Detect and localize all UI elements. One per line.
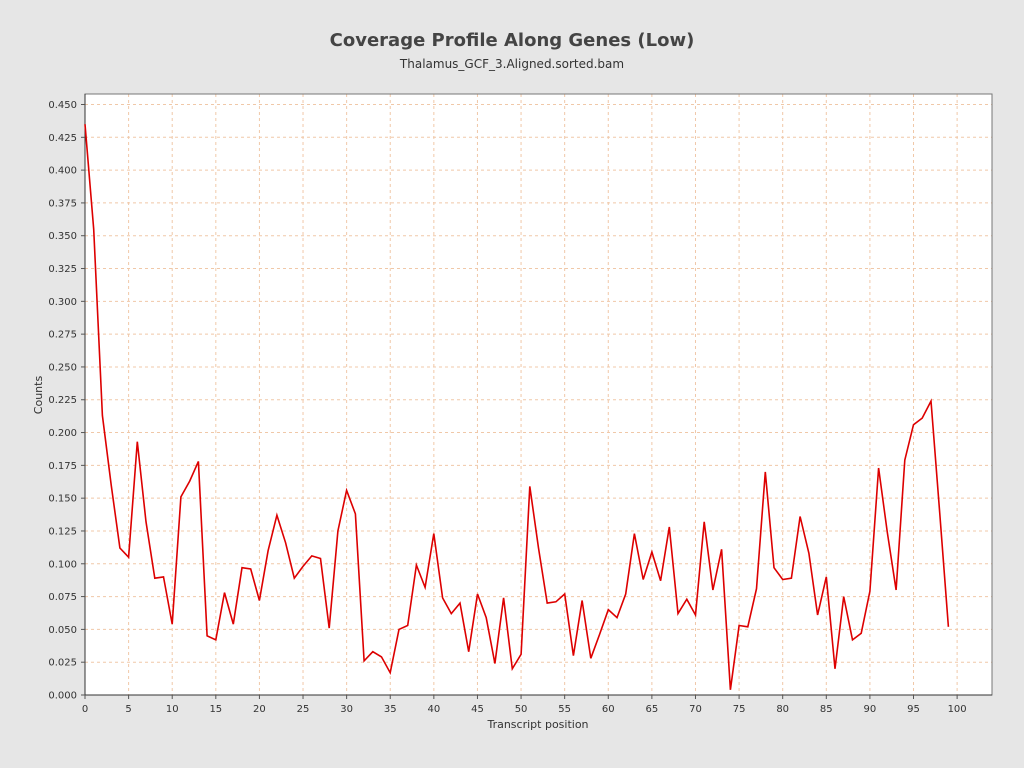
y-tick-label: 0.075 [48,592,77,603]
y-tick-label: 0.175 [48,461,77,472]
x-tick-label: 90 [864,704,877,715]
y-tick-label: 0.225 [48,395,77,406]
x-tick-label: 5 [125,704,131,715]
y-tick-label: 0.275 [48,330,77,341]
x-tick-label: 35 [384,704,397,715]
x-tick-label: 10 [166,704,179,715]
y-tick-label: 0.200 [48,428,77,439]
x-tick-label: 70 [689,704,702,715]
y-tick-label: 0.375 [48,198,77,209]
x-tick-label: 55 [558,704,571,715]
x-tick-label: 75 [733,704,746,715]
x-tick-label: 30 [340,704,353,715]
y-tick-label: 0.250 [48,362,77,373]
y-tick-label: 0.325 [48,264,77,275]
axes [84,93,993,696]
x-tick-label: 100 [948,704,967,715]
plot-area [85,94,992,695]
x-axis-label: Transcript position [486,718,588,731]
series-line [84,124,950,690]
y-tick-label: 0.300 [48,297,77,308]
x-tick-label: 85 [820,704,833,715]
y-tick-label: 0.450 [48,100,77,111]
y-tick-label: 0.425 [48,133,77,144]
x-axis-ticks: 0 5 10 15 20 25 30 35 40 45 50 55 60 65 70 75 80 85 90 95 10… [82,695,967,715]
y-tick-label: 0.025 [48,658,77,669]
x-tick-label: 50 [515,704,528,715]
x-tick-label: 20 [253,704,266,715]
x-tick-label: 25 [297,704,310,715]
chart-subtitle: Thalamus_GCF_3.Aligned.sorted.bam [399,57,625,71]
y-tick-label: 0.125 [48,526,77,537]
x-tick-label: 15 [209,704,222,715]
y-tick-label: 0.400 [48,166,77,177]
y-tick-label: 0.100 [48,559,77,570]
y-tick-label: 0.350 [48,231,77,242]
x-tick-label: 0 [82,704,88,715]
y-tick-label: 0.000 [48,691,77,702]
x-tick-label: 65 [646,704,659,715]
y-tick-label: 0.050 [48,625,77,636]
x-tick-label: 45 [471,704,484,715]
x-tick-label: 95 [907,704,920,715]
y-axis-ticks: 0.000 0.025 0.050 0.075 0.100 0.125 0.150 0.175… [48,100,85,702]
y-tick-label: 0.150 [48,494,77,505]
y-axis-label: Counts [32,376,45,415]
x-tick-label: 40 [427,704,440,715]
x-tick-label: 60 [602,704,615,715]
x-tick-label: 80 [776,704,789,715]
vertical-gridlines [84,94,958,695]
chart-title: Coverage Profile Along Genes (Low) [329,30,695,51]
